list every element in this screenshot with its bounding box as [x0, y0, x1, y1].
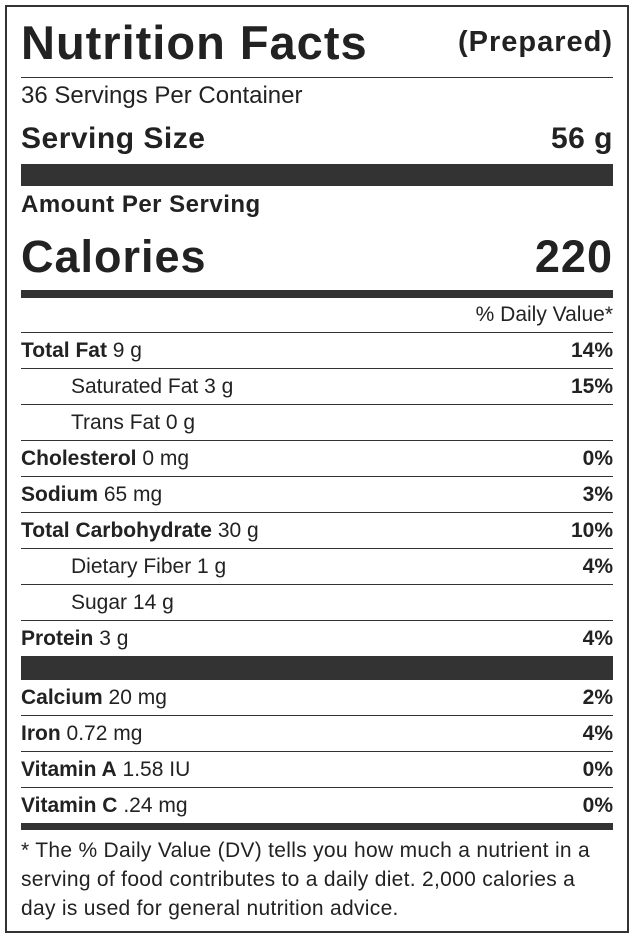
nutrient-name: Trans Fat — [71, 410, 161, 434]
nutrient: Sugar 14 g — [71, 591, 174, 615]
nutrient-row: Dietary Fiber 1 g 4% — [21, 548, 613, 584]
nutrient-row: Vitamin A 1.58 IU 0% — [21, 751, 613, 787]
nutrient-name: Dietary Fiber — [71, 554, 192, 578]
nutrient-row: Total Fat 9 g 14% — [21, 332, 613, 368]
nutrient: Protein 3 g — [21, 627, 128, 651]
nutrient-amount: .24 mg — [123, 793, 188, 817]
nutrient-amount: 0 g — [165, 410, 196, 434]
nutrient-amount: 65 mg — [103, 482, 163, 506]
daily-value: 15% — [570, 374, 613, 398]
nutrient: Saturated Fat 3 g — [71, 375, 233, 399]
nutrients: Total Fat 9 g 14% Saturated Fat 3 g 15% Tran… — [21, 332, 613, 656]
nutrient-name: Vitamin A — [21, 757, 117, 781]
divider — [21, 823, 613, 830]
nutrient-amount: 30 g — [217, 518, 259, 542]
nutrient-amount: 0.72 mg — [66, 721, 143, 745]
nutrient-row: Sodium 65 mg 3% — [21, 476, 613, 512]
footnote: * The % Daily Value (DV) tells you how m… — [21, 839, 591, 920]
nutrient: Sodium 65 mg — [21, 483, 162, 507]
daily-value: 3% — [582, 482, 613, 506]
dv-header: % Daily Value* — [475, 303, 613, 326]
daily-value: 0% — [582, 793, 613, 817]
nutrient-name: Cholesterol — [21, 446, 137, 470]
daily-value: 0% — [582, 757, 613, 781]
nutrient-amount: 3 g — [204, 374, 234, 398]
nutrient-amount: 9 g — [112, 338, 142, 362]
title: Nutrition Facts — [21, 15, 368, 69]
nutrient-name: Sugar — [71, 590, 128, 614]
nutrient-name: Calcium — [21, 685, 103, 709]
nutrient-row: Sugar 14 g — [21, 584, 613, 620]
servings: 36 Servings Per Container — [21, 82, 303, 109]
nutrient: Calcium 20 mg — [21, 686, 167, 710]
nutrient-amount: 20 mg — [108, 685, 167, 709]
calories-value: 220 — [534, 231, 613, 282]
calories: Calories 220 — [21, 224, 613, 290]
daily-value: 4% — [582, 626, 613, 650]
amount-per-serving: Amount Per Serving — [21, 191, 261, 218]
daily-value: 4% — [582, 721, 613, 745]
nutrient: Iron 0.72 mg — [21, 722, 142, 746]
nutrient-row: Iron 0.72 mg 4% — [21, 715, 613, 751]
nutrient-amount: 14 g — [132, 590, 174, 614]
daily-value: 4% — [582, 554, 613, 578]
subtitle: (Prepared) — [457, 25, 613, 58]
nutrient-amount: 3 g — [99, 626, 129, 650]
nutrient: Cholesterol 0 mg — [21, 447, 189, 471]
serving-size-value: 56 g — [550, 122, 613, 155]
divider — [21, 656, 613, 679]
nutrient-amount: 0 mg — [142, 446, 190, 470]
nutrient-row: Vitamin C .24 mg 0% — [21, 787, 613, 823]
nutrient-row: Protein 3 g 4% — [21, 620, 613, 656]
nutrient-name: Sodium — [21, 482, 98, 506]
nutrient-name: Total Fat — [21, 338, 107, 362]
nutrient-name: Saturated Fat — [71, 374, 199, 398]
header: Nutrition Facts (Prepared) — [21, 7, 613, 78]
divider — [21, 290, 613, 298]
nutrition-label: Nutrition Facts (Prepared) 36 Servings P… — [5, 5, 629, 933]
calories-label: Calories — [21, 231, 207, 282]
nutrient-name: Vitamin C — [21, 793, 118, 817]
daily-value: 10% — [570, 518, 613, 542]
daily-value: 0% — [582, 446, 613, 470]
nutrient: Total Fat 9 g — [21, 339, 142, 363]
nutrient-name: Protein — [21, 626, 94, 650]
serving-size-label: Serving Size — [21, 122, 206, 155]
nutrient-name: Iron — [21, 721, 61, 745]
nutrient-name: Total Carbohydrate — [21, 518, 212, 542]
nutrient: Trans Fat 0 g — [71, 411, 195, 435]
nutrient-row: Saturated Fat 3 g 15% — [21, 368, 613, 404]
vitamins-minerals: Calcium 20 mg 2% Iron 0.72 mg 4% Vitamin A 1… — [21, 679, 613, 823]
nutrient-row: Cholesterol 0 mg 0% — [21, 440, 613, 476]
nutrient: Vitamin C .24 mg — [21, 794, 188, 818]
nutrient-amount: 1 g — [197, 554, 227, 578]
nutrient: Dietary Fiber 1 g — [71, 555, 226, 579]
nutrient-row: Calcium 20 mg 2% — [21, 679, 613, 715]
daily-value: 2% — [582, 685, 613, 709]
nutrient: Total Carbohydrate 30 g — [21, 519, 259, 543]
nutrient-row: Trans Fat 0 g — [21, 404, 613, 440]
nutrient-amount: 1.58 IU — [122, 757, 191, 781]
nutrient: Vitamin A 1.58 IU — [21, 758, 190, 782]
daily-value: 14% — [570, 338, 613, 362]
nutrient-row: Total Carbohydrate 30 g 10% — [21, 512, 613, 548]
serving-size: Serving Size 56 g — [21, 114, 613, 164]
divider — [21, 164, 613, 186]
